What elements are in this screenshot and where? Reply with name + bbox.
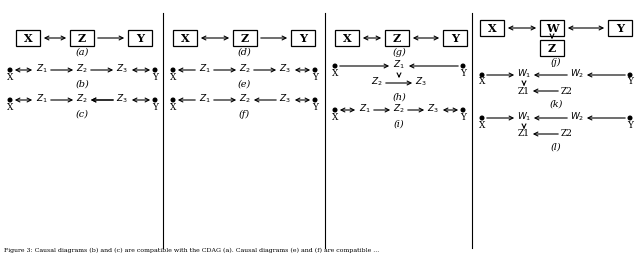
Text: Z: Z xyxy=(548,43,556,53)
Text: X: X xyxy=(332,112,338,122)
Text: $Z_3$: $Z_3$ xyxy=(427,103,439,115)
Circle shape xyxy=(333,108,337,112)
Circle shape xyxy=(313,98,317,102)
Circle shape xyxy=(480,73,484,77)
Text: Y: Y xyxy=(627,77,633,86)
Circle shape xyxy=(153,98,157,102)
Circle shape xyxy=(480,116,484,120)
Text: $W_1$: $W_1$ xyxy=(517,111,531,123)
Text: $Z_2$: $Z_2$ xyxy=(239,63,251,75)
Text: X: X xyxy=(24,33,32,44)
Text: $Z_1$: $Z_1$ xyxy=(199,93,211,105)
Text: $Z_1$: $Z_1$ xyxy=(36,93,48,105)
Text: $Z_2$: $Z_2$ xyxy=(371,76,383,88)
Text: X: X xyxy=(488,22,496,34)
Circle shape xyxy=(461,108,465,112)
Text: $Z_3$: $Z_3$ xyxy=(279,63,291,75)
FancyBboxPatch shape xyxy=(70,30,94,46)
Text: X: X xyxy=(180,33,189,44)
Text: $Z_1$: $Z_1$ xyxy=(359,103,371,115)
Text: $W_1$: $W_1$ xyxy=(517,68,531,80)
Circle shape xyxy=(153,68,157,72)
FancyBboxPatch shape xyxy=(173,30,197,46)
Text: X: X xyxy=(170,72,176,82)
Text: Y: Y xyxy=(152,72,158,82)
Text: (c): (c) xyxy=(76,109,88,118)
FancyBboxPatch shape xyxy=(128,30,152,46)
Circle shape xyxy=(333,64,337,68)
Text: (j): (j) xyxy=(551,58,561,67)
Text: (h): (h) xyxy=(392,93,406,101)
Text: $W_2$: $W_2$ xyxy=(570,111,584,123)
Text: (a): (a) xyxy=(76,47,89,57)
Text: (i): (i) xyxy=(394,119,404,128)
Text: (f): (f) xyxy=(239,109,250,119)
Text: X: X xyxy=(7,72,13,82)
FancyBboxPatch shape xyxy=(291,30,315,46)
Text: $Z_1$: $Z_1$ xyxy=(199,63,211,75)
Text: W: W xyxy=(546,22,558,34)
Text: Figure 3: Causal diagrams (b) and (c) are compatible with the CDAG (a). Causal d: Figure 3: Causal diagrams (b) and (c) ar… xyxy=(4,248,380,253)
FancyBboxPatch shape xyxy=(233,30,257,46)
Text: (k): (k) xyxy=(549,100,563,109)
Circle shape xyxy=(8,68,12,72)
Text: $Z_3$: $Z_3$ xyxy=(415,76,427,88)
Text: Z1: Z1 xyxy=(518,130,530,139)
Circle shape xyxy=(313,68,317,72)
Text: Z1: Z1 xyxy=(518,86,530,95)
Text: X: X xyxy=(479,120,485,130)
Text: X: X xyxy=(7,102,13,111)
Text: Z2: Z2 xyxy=(561,86,573,95)
Text: Y: Y xyxy=(460,112,466,122)
Text: Y: Y xyxy=(312,102,318,111)
FancyBboxPatch shape xyxy=(480,20,504,36)
Circle shape xyxy=(172,98,175,102)
Text: Z: Z xyxy=(241,33,249,44)
Text: (g): (g) xyxy=(392,47,406,57)
Text: Z: Z xyxy=(393,33,401,44)
Text: $Z_2$: $Z_2$ xyxy=(239,93,251,105)
Text: Y: Y xyxy=(299,33,307,44)
FancyBboxPatch shape xyxy=(443,30,467,46)
FancyBboxPatch shape xyxy=(16,30,40,46)
Text: $Z_3$: $Z_3$ xyxy=(116,63,128,75)
Text: X: X xyxy=(479,77,485,86)
Text: X: X xyxy=(170,102,176,111)
Text: X: X xyxy=(342,33,351,44)
FancyBboxPatch shape xyxy=(540,40,564,56)
Text: $Z_2$: $Z_2$ xyxy=(76,63,88,75)
Text: Y: Y xyxy=(152,102,158,111)
Text: Y: Y xyxy=(312,72,318,82)
Text: Y: Y xyxy=(616,22,624,34)
Text: $Z_2$: $Z_2$ xyxy=(393,103,405,115)
Text: Z: Z xyxy=(78,33,86,44)
Circle shape xyxy=(461,64,465,68)
Text: (e): (e) xyxy=(237,79,251,88)
Circle shape xyxy=(172,68,175,72)
Text: Y: Y xyxy=(136,33,144,44)
Circle shape xyxy=(628,73,632,77)
FancyBboxPatch shape xyxy=(608,20,632,36)
FancyBboxPatch shape xyxy=(540,20,564,36)
FancyBboxPatch shape xyxy=(335,30,359,46)
Text: Y: Y xyxy=(460,69,466,77)
FancyBboxPatch shape xyxy=(385,30,409,46)
Text: $Z_2$: $Z_2$ xyxy=(76,93,88,105)
Text: Y: Y xyxy=(451,33,459,44)
Text: (b): (b) xyxy=(75,79,89,88)
Text: $Z_3$: $Z_3$ xyxy=(279,93,291,105)
Text: $Z_1$: $Z_1$ xyxy=(393,59,405,71)
Text: (l): (l) xyxy=(550,142,561,151)
Text: $Z_3$: $Z_3$ xyxy=(116,93,128,105)
Text: X: X xyxy=(332,69,338,77)
Text: Z2: Z2 xyxy=(561,130,573,139)
Text: $W_2$: $W_2$ xyxy=(570,68,584,80)
Text: Y: Y xyxy=(627,120,633,130)
Circle shape xyxy=(628,116,632,120)
Text: $Z_1$: $Z_1$ xyxy=(36,63,48,75)
Text: (d): (d) xyxy=(237,47,251,57)
Circle shape xyxy=(8,98,12,102)
